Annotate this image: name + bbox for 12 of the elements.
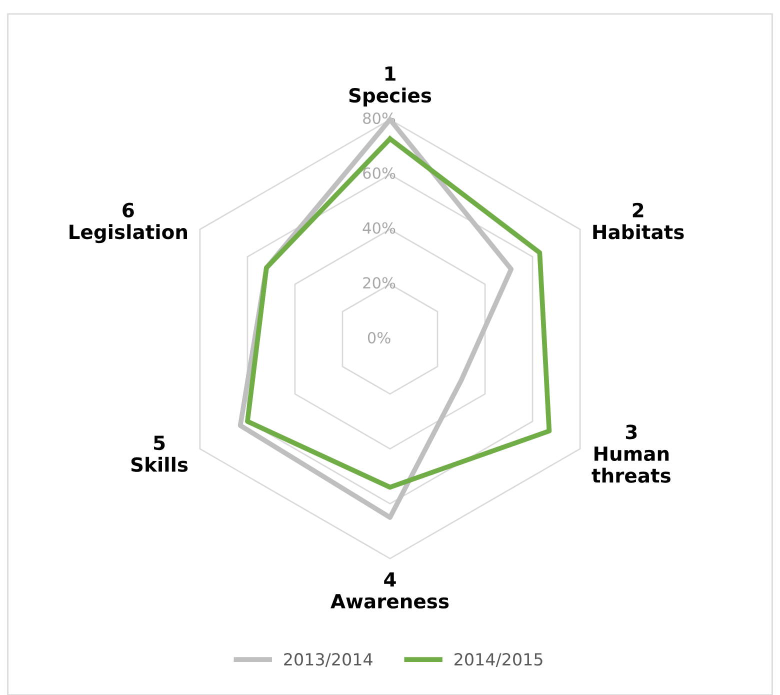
y-tick-label: 60% xyxy=(363,167,396,179)
spoke-label: 3 Human threats xyxy=(592,424,670,483)
spoke-label: 6 Legislation xyxy=(70,202,188,244)
spoke-label: 1 Species xyxy=(349,66,432,106)
y-tick-label: 20% xyxy=(363,277,396,289)
spoke-label: 5 Skills xyxy=(131,436,188,472)
spoke-label: 4 Awareness xyxy=(330,572,449,609)
legend-label: 2014/2015 xyxy=(454,653,542,667)
y-tick-label: 40% xyxy=(362,222,396,234)
y-tick-label: 0% xyxy=(368,332,390,344)
spoke-label: 2 Habitats xyxy=(593,202,684,240)
legend-label: 2013/2014 xyxy=(284,653,372,667)
